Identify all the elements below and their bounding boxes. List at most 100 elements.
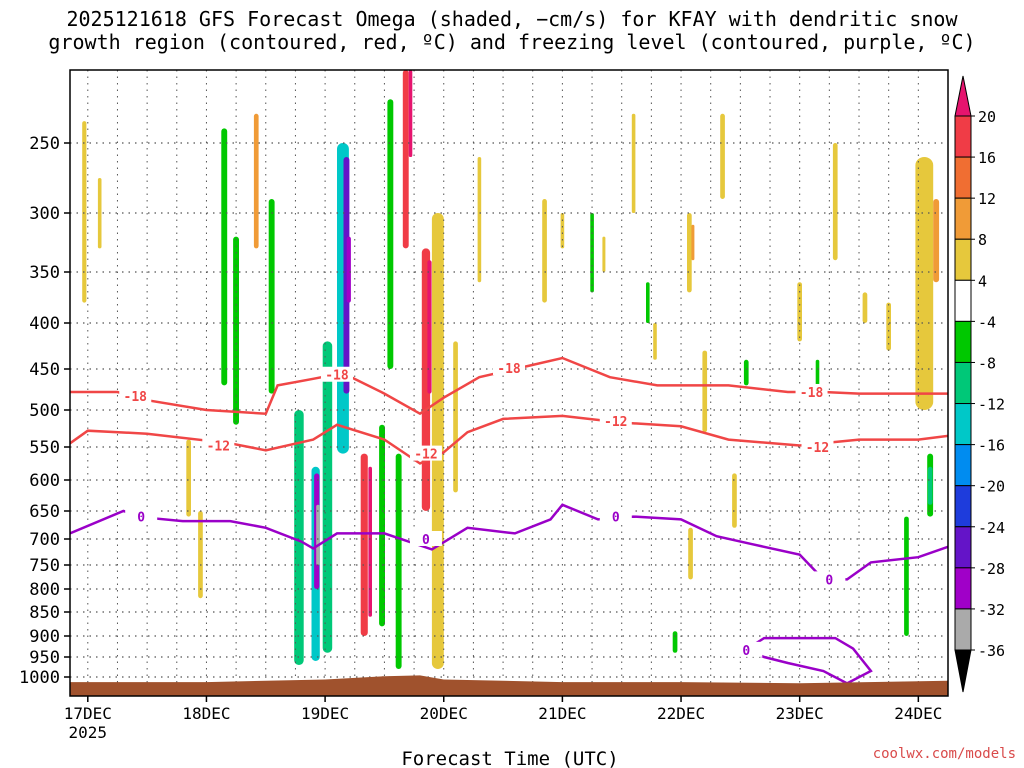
zero-contour-label: 0 bbox=[422, 533, 430, 548]
zero-contour-label-bg bbox=[730, 641, 763, 657]
minus12-contour-label-bg bbox=[409, 445, 442, 461]
omega-shade-cell bbox=[933, 199, 940, 283]
colorbar-tick-label: -36 bbox=[978, 642, 1005, 660]
minus12-contour-label: -12 bbox=[414, 448, 437, 463]
colorbar-tick-label: -24 bbox=[978, 519, 1005, 537]
omega-shade-cell bbox=[687, 213, 692, 293]
omega-shade-cell bbox=[402, 70, 409, 249]
colorbar-tick-label: -32 bbox=[978, 601, 1005, 619]
colorbar-under-triangle bbox=[954, 649, 972, 693]
omega-shade-cell bbox=[862, 292, 868, 323]
y-tick-label: 450 bbox=[29, 360, 60, 380]
x-tick-label: 19DEC bbox=[301, 704, 349, 723]
minus18-contour-label: -18 bbox=[497, 362, 521, 377]
y-tick-label: 300 bbox=[29, 204, 60, 224]
omega-shade-cell bbox=[408, 70, 413, 157]
omega-shade-cell bbox=[815, 359, 820, 386]
y-tick-label: 600 bbox=[29, 471, 60, 491]
minus18-contour-label: -18 bbox=[124, 390, 148, 405]
omega-shade-cell bbox=[427, 260, 432, 394]
plot-area bbox=[70, 70, 948, 696]
omega-shade-cell bbox=[368, 466, 372, 617]
minus18-contour-label: -18 bbox=[325, 369, 349, 384]
omega-shade-cell bbox=[97, 178, 102, 249]
chart-title-line-1: 2025121618 GFS Forecast Omega (shaded, −… bbox=[66, 7, 958, 31]
colorbar-bin bbox=[954, 156, 972, 199]
minus18-contour-label-bg bbox=[795, 383, 828, 399]
x-tick-label: 18DEC bbox=[182, 704, 230, 723]
colorbar-tick-label: -4 bbox=[978, 313, 996, 331]
colorbar-tick-label: -12 bbox=[978, 396, 1005, 414]
omega-shade-cell bbox=[268, 199, 275, 394]
omega-shade-cell bbox=[832, 143, 838, 261]
zero-contour-label: 0 bbox=[742, 644, 750, 659]
omega-shade-cell bbox=[691, 224, 695, 261]
omega-shade-cell bbox=[560, 213, 565, 249]
minus18-contour-label-bg bbox=[320, 366, 353, 382]
omega-shade-cell bbox=[886, 302, 891, 351]
y-tick-label: 1000 bbox=[19, 668, 60, 688]
y-tick-label: 550 bbox=[29, 438, 60, 458]
omega-shade-cell bbox=[672, 631, 678, 653]
omega-shade-cell bbox=[904, 516, 909, 636]
y-tick-label: 800 bbox=[29, 580, 60, 600]
zero-contour-label-bg bbox=[813, 571, 846, 587]
minus18-contour-line bbox=[70, 356, 948, 416]
x-tick-label: 24DEC bbox=[894, 704, 942, 723]
colorbar-bin bbox=[954, 320, 972, 363]
colorbar-tick-label: 16 bbox=[978, 149, 996, 167]
zero-contour-label-bg bbox=[599, 508, 632, 524]
omega-shade-cell bbox=[360, 453, 368, 636]
omega-shade-cell bbox=[346, 236, 351, 303]
omega-shade-cell bbox=[431, 213, 444, 669]
minus12-contour-label: -12 bbox=[604, 415, 627, 430]
colorbar-tick-label: -28 bbox=[978, 560, 1005, 578]
omega-shade-cell bbox=[631, 113, 636, 213]
colorbar-bin bbox=[954, 403, 972, 446]
y-tick-label: 650 bbox=[29, 502, 60, 522]
minus12-contour-label: -12 bbox=[806, 441, 829, 456]
colorbar-tick-label: -16 bbox=[978, 437, 1005, 455]
omega-shade-cell bbox=[453, 341, 458, 493]
omega-shade-cell bbox=[646, 282, 650, 323]
omega-shade-cell bbox=[732, 473, 737, 528]
omega-shade-cell bbox=[542, 199, 547, 303]
colorbar-bin bbox=[954, 567, 972, 610]
zero-contour-label-bg bbox=[125, 508, 158, 524]
colorbar-bin bbox=[954, 115, 972, 158]
y-tick-label: 950 bbox=[29, 648, 60, 668]
omega-shade-cell bbox=[82, 121, 87, 303]
omega-shade-cell bbox=[343, 157, 350, 394]
minus18-contour-label-bg bbox=[119, 388, 152, 404]
colorbar-tick-label: 4 bbox=[978, 272, 987, 290]
colorbar-bin bbox=[954, 444, 972, 487]
x-tick-label: 17DEC bbox=[64, 704, 112, 723]
y-tick-label: 500 bbox=[29, 401, 60, 421]
colorbar-tick-label: 8 bbox=[978, 231, 987, 249]
omega-shade-cell bbox=[186, 439, 191, 517]
colorbar-bin bbox=[954, 608, 972, 651]
x-tick-label: 21DEC bbox=[538, 704, 586, 723]
zero-contour-label: 0 bbox=[825, 573, 833, 588]
omega-shade-cell bbox=[294, 410, 304, 665]
colorbar-tick-label: -20 bbox=[978, 478, 1005, 496]
x-tick-label: 22DEC bbox=[657, 704, 705, 723]
omega-shade-cell bbox=[602, 236, 606, 272]
minus12-contour-label-bg bbox=[202, 437, 235, 453]
chart-title-line-2: growth region (contoured, red, ºC) and f… bbox=[48, 30, 976, 54]
minus12-contour-label-bg bbox=[801, 439, 834, 454]
colorbar-bin bbox=[954, 279, 972, 322]
omega-shade-cell bbox=[702, 350, 708, 433]
omega-shade-cell bbox=[477, 157, 482, 283]
omega-shade-cell bbox=[653, 323, 657, 360]
colorbar-bin bbox=[954, 361, 972, 405]
omega-shade-cell bbox=[395, 453, 402, 669]
colorbar-tick-label: -8 bbox=[978, 354, 996, 372]
plot-frame bbox=[69, 69, 949, 697]
minus12-contour-line bbox=[70, 414, 948, 465]
source-credit[interactable]: coolwx.com/models bbox=[872, 746, 1016, 762]
omega-shade-cell bbox=[927, 466, 933, 505]
omega-shade-cell bbox=[387, 99, 394, 369]
y-tick-label: 900 bbox=[29, 627, 60, 647]
y-tick-label: 250 bbox=[29, 134, 60, 154]
